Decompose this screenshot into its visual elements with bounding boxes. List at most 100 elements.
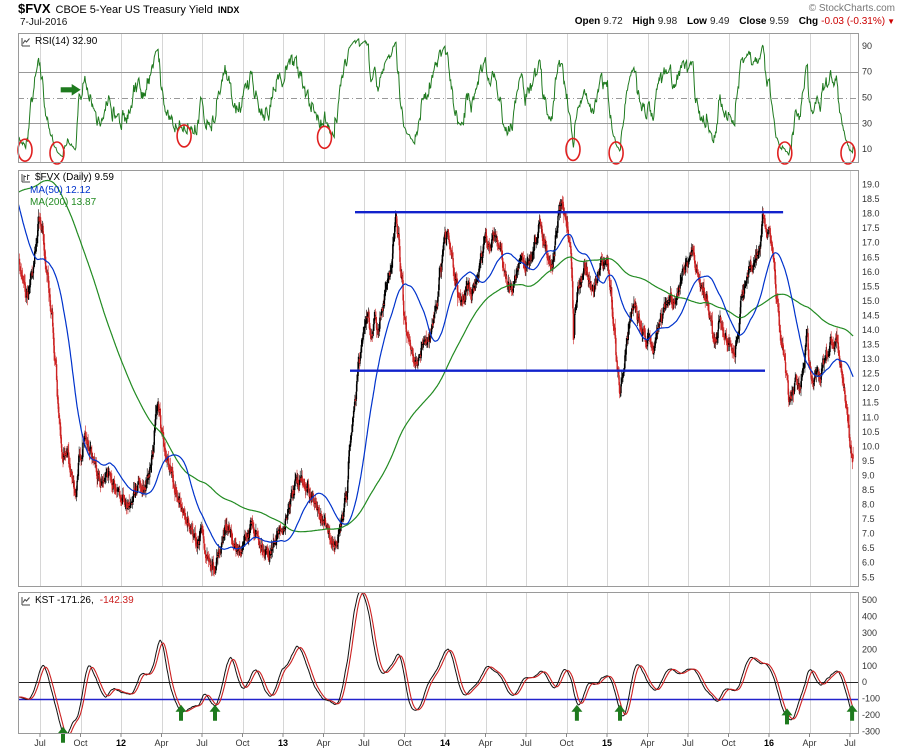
svg-text:50: 50 bbox=[862, 93, 872, 103]
symbol: $FVX bbox=[18, 1, 51, 16]
chg-label: Chg bbox=[798, 16, 819, 27]
svg-text:Apr: Apr bbox=[478, 738, 492, 748]
svg-text:12.0: 12.0 bbox=[862, 383, 880, 393]
rsi-oversold-circles bbox=[17, 124, 856, 165]
svg-text:6.5: 6.5 bbox=[862, 543, 875, 553]
svg-text:300: 300 bbox=[862, 628, 877, 638]
svg-text:7.5: 7.5 bbox=[862, 514, 875, 524]
rsi-green-arrow bbox=[60, 84, 81, 96]
price-candles bbox=[18, 195, 854, 577]
chart-date: 7-Jul-2016 bbox=[20, 17, 68, 28]
y-axis-labels: 90 70 50 30 10 19.0 18.5 18.0 17.5 17.0 16.5 16.0 15… bbox=[862, 41, 880, 737]
svg-text:Apr: Apr bbox=[802, 738, 816, 748]
svg-text:9.5: 9.5 bbox=[862, 456, 875, 466]
svg-text:11.0: 11.0 bbox=[862, 412, 879, 422]
svg-text:400: 400 bbox=[862, 612, 877, 622]
kst-value: KST -171.26, bbox=[35, 595, 94, 606]
x-axis-labels: Jul Oct 12 Apr Jul Oct 13 Apr Jul Oct 14 Apr Jul Oct 1… bbox=[34, 733, 856, 748]
svg-text:-200: -200 bbox=[862, 710, 880, 720]
svg-text:Apr: Apr bbox=[154, 738, 168, 748]
svg-text:Oct: Oct bbox=[397, 738, 412, 748]
low-label: Low bbox=[686, 16, 707, 27]
svg-text:Oct: Oct bbox=[559, 738, 574, 748]
symbol-name: CBOE 5-Year US Treasury Yield bbox=[55, 4, 213, 16]
svg-text:30: 30 bbox=[862, 118, 872, 128]
svg-text:6.0: 6.0 bbox=[862, 558, 875, 568]
svg-text:8.5: 8.5 bbox=[862, 485, 875, 495]
svg-text:100: 100 bbox=[862, 661, 877, 671]
down-triangle-icon: ▼ bbox=[887, 17, 895, 26]
rsi-line bbox=[18, 38, 854, 158]
chg-value: -0.03 (-0.31%) bbox=[821, 16, 886, 27]
gridlines bbox=[40, 33, 851, 733]
svg-text:Jul: Jul bbox=[34, 738, 46, 748]
svg-text:10: 10 bbox=[862, 144, 872, 154]
svg-text:19.0: 19.0 bbox=[862, 180, 880, 190]
svg-text:15.5: 15.5 bbox=[862, 281, 880, 291]
svg-text:9.0: 9.0 bbox=[862, 471, 875, 481]
svg-text:10.0: 10.0 bbox=[862, 441, 880, 451]
svg-text:10.5: 10.5 bbox=[862, 427, 880, 437]
svg-text:500: 500 bbox=[862, 595, 877, 605]
rsi-label: RSI(14) 32.90 bbox=[35, 36, 98, 47]
svg-text:Oct: Oct bbox=[721, 738, 736, 748]
indicator-icon bbox=[21, 173, 30, 182]
svg-text:Apr: Apr bbox=[640, 738, 654, 748]
high-value: 9.98 bbox=[657, 16, 678, 27]
open-label: Open bbox=[574, 16, 601, 27]
kst-line bbox=[18, 592, 854, 733]
svg-text:16.5: 16.5 bbox=[862, 252, 880, 262]
svg-text:14.0: 14.0 bbox=[862, 325, 880, 335]
svg-text:0: 0 bbox=[862, 677, 867, 687]
price-panel-border bbox=[18, 170, 859, 587]
high-label: High bbox=[632, 16, 655, 27]
indicator-icon bbox=[21, 596, 30, 605]
svg-text:12: 12 bbox=[116, 738, 126, 748]
svg-text:90: 90 bbox=[862, 41, 872, 51]
ma200-legend: MA(200) 13.87 bbox=[30, 197, 97, 208]
svg-text:15.0: 15.0 bbox=[862, 296, 880, 306]
svg-text:Jul: Jul bbox=[844, 738, 856, 748]
svg-text:5.5: 5.5 bbox=[862, 572, 875, 582]
exchange-tag: INDX bbox=[217, 5, 240, 15]
svg-text:14.5: 14.5 bbox=[862, 311, 880, 321]
svg-text:16.0: 16.0 bbox=[862, 267, 880, 277]
ma50-line bbox=[18, 202, 854, 550]
kst-signal-line bbox=[18, 592, 854, 733]
svg-text:Jul: Jul bbox=[520, 738, 532, 748]
svg-text:Jul: Jul bbox=[196, 738, 208, 748]
price-legend: $FVX (Daily) 9.59 bbox=[21, 172, 114, 183]
kst-signal-value: -142.39 bbox=[99, 595, 134, 606]
svg-text:200: 200 bbox=[862, 644, 877, 654]
svg-text:16: 16 bbox=[764, 738, 774, 748]
rsi-panel-border bbox=[18, 33, 859, 163]
close-value: 9.59 bbox=[769, 16, 789, 27]
svg-text:13.5: 13.5 bbox=[862, 340, 880, 350]
close-label: Close bbox=[739, 16, 767, 27]
svg-text:Jul: Jul bbox=[682, 738, 694, 748]
kst-panel-border bbox=[18, 592, 859, 734]
kst-legend: KST -171.26, -142.39 bbox=[21, 595, 134, 606]
svg-text:13.0: 13.0 bbox=[862, 354, 880, 364]
chart-header: $FVX CBOE 5-Year US Treasury Yield INDX bbox=[18, 1, 239, 16]
ma200-line bbox=[18, 179, 854, 533]
open-value: 9.72 bbox=[603, 16, 623, 27]
quote-strip: Open 9.72 High 9.98 Low 9.49 Close 9.59 Chg -… bbox=[568, 16, 895, 27]
kst-buy-arrows bbox=[57, 704, 858, 743]
rsi-legend: RSI(14) 32.90 bbox=[21, 36, 97, 47]
svg-text:15: 15 bbox=[602, 738, 612, 748]
svg-text:Apr: Apr bbox=[316, 738, 330, 748]
svg-text:7.0: 7.0 bbox=[862, 529, 875, 539]
svg-text:11.5: 11.5 bbox=[862, 398, 879, 408]
svg-text:12.5: 12.5 bbox=[862, 369, 880, 379]
price-label: $FVX (Daily) 9.59 bbox=[35, 172, 114, 183]
svg-text:17.5: 17.5 bbox=[862, 223, 880, 233]
indicator-icon bbox=[21, 37, 30, 46]
svg-text:8.0: 8.0 bbox=[862, 500, 875, 510]
svg-text:Oct: Oct bbox=[73, 738, 88, 748]
svg-text:70: 70 bbox=[862, 67, 872, 77]
svg-text:Oct: Oct bbox=[235, 738, 250, 748]
low-value: 9.49 bbox=[709, 16, 730, 27]
